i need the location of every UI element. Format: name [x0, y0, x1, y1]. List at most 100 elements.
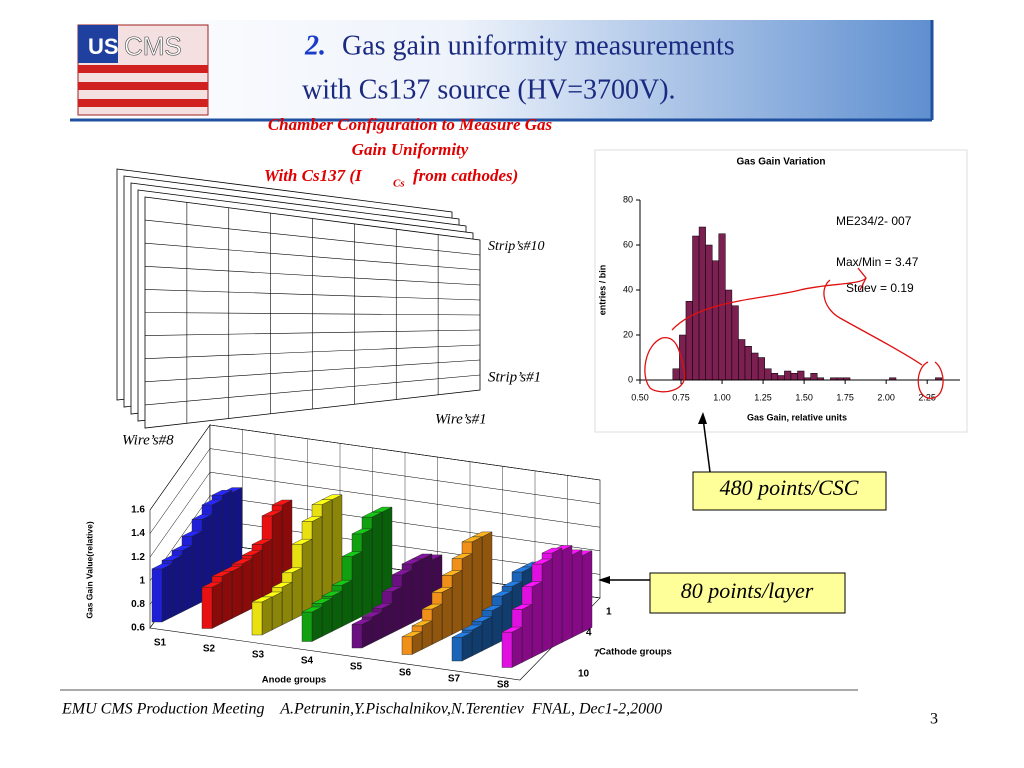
x-tick-label: S3: [252, 650, 265, 661]
y-tick-label: 1.6: [131, 505, 145, 516]
bar-top: [261, 510, 283, 517]
histogram-bar: [810, 373, 818, 381]
histogram-bar: [751, 352, 759, 381]
bar-top: [201, 582, 223, 588]
diagram-label: Wire’s#1: [435, 411, 487, 427]
arrow-head: [698, 412, 707, 424]
y-axis-label: Gas Gain Value(relative): [84, 521, 94, 618]
header-number: 2.: [304, 30, 326, 61]
bar-side: [311, 606, 323, 642]
logo-text: US: [88, 34, 119, 59]
bar-top: [521, 581, 543, 587]
bar-top: [401, 631, 423, 637]
bar-top: [211, 571, 233, 577]
logo-stripe: [78, 82, 208, 90]
bar-top: [281, 567, 303, 573]
bar-side: [371, 511, 383, 612]
bar-side: [241, 558, 253, 614]
x-tick-label: 0.50: [631, 392, 649, 402]
histogram-bar: [757, 357, 765, 381]
bar-top: [371, 603, 393, 609]
bar-top: [271, 582, 293, 588]
callout-text: 480 points/CSC: [720, 475, 859, 500]
bar-top: [311, 499, 333, 505]
bar-side: [261, 596, 273, 636]
y-tick-label: 0.8: [131, 599, 145, 610]
bar-top: [361, 511, 383, 518]
bar-side: [521, 604, 533, 663]
callout-text: 80 points/layer: [681, 578, 814, 603]
hand-curve: [644, 267, 867, 393]
diagram-caption: Gain Uniformity: [352, 140, 469, 159]
annotation: ME234/2- 007: [836, 214, 912, 228]
footer-text: EMU CMS Production Meeting A.Petrunin,Y.…: [61, 701, 662, 718]
y-tick-label: 80: [623, 194, 633, 204]
bar-side: [451, 570, 463, 635]
x-tick-label: 1.75: [836, 392, 854, 402]
hand-curve: [823, 279, 944, 399]
bar-front: [151, 568, 163, 623]
bar-front: [401, 636, 413, 655]
histogram-bar: [744, 346, 752, 381]
bar-top: [271, 499, 293, 506]
header-band: [70, 20, 932, 120]
bar-side: [341, 579, 353, 627]
bar-side: [311, 516, 323, 611]
arrow-head: [598, 576, 610, 584]
strip-line: [144, 289, 481, 301]
histogram-bar: [797, 370, 805, 381]
bar-top: [451, 632, 473, 638]
bar-top: [351, 528, 373, 535]
histogram-bar: [790, 373, 798, 381]
histogram-bar: [692, 235, 700, 381]
bar-side: [231, 565, 243, 619]
z-axis-label: Cathode groups: [599, 647, 672, 658]
bar-top: [341, 551, 363, 557]
bar-front: [201, 587, 213, 629]
depth-tick-label: 4: [586, 628, 592, 639]
callout-box: [692, 471, 887, 511]
bar-top: [191, 514, 213, 520]
bar-top: [391, 569, 413, 576]
histogram-bar: [738, 339, 746, 381]
bar-side: [321, 499, 333, 606]
chart-title: Gas Gain Variation: [737, 157, 826, 168]
bar-top: [541, 547, 563, 554]
bar-side: [351, 551, 363, 622]
bar-top: [361, 611, 383, 618]
y-tick-label: 1.2: [131, 552, 145, 563]
bar-front: [451, 637, 463, 662]
annotation: Stdev = 0.19: [846, 281, 914, 295]
histogram-bar: [698, 226, 706, 381]
x-tick-label: S4: [301, 656, 314, 667]
bar-side: [291, 567, 303, 621]
bar-front: [301, 611, 313, 642]
strip-line: [144, 359, 481, 383]
x-tick-label: S7: [448, 674, 461, 685]
bar-top: [431, 587, 453, 593]
bar-side: [441, 586, 453, 640]
bar-side: [571, 549, 583, 638]
y-tick-label: 0: [628, 374, 633, 384]
y-axis-label: entries / bin: [597, 265, 607, 316]
bar-side: [551, 547, 563, 648]
histogram-frame: [594, 149, 968, 433]
callout-arrow: [702, 417, 711, 473]
bar-top: [351, 619, 373, 625]
bar-top: [411, 620, 433, 627]
grid-line: [209, 424, 601, 481]
bar-top: [531, 558, 553, 565]
bar-top: [331, 580, 353, 586]
bar-side: [161, 563, 173, 623]
callout-box: [649, 572, 846, 614]
depth-tick-label: 1: [606, 607, 612, 618]
bar-top: [511, 604, 533, 610]
bar-top: [471, 616, 493, 622]
strip-line: [144, 312, 481, 316]
grid-line: [209, 448, 601, 504]
grid-line: [149, 472, 211, 558]
histogram-bar: [784, 370, 792, 381]
strip-line: [144, 374, 481, 406]
bar-top: [301, 606, 323, 613]
header-title: with Cs137 source (HV=3700V).: [302, 74, 676, 105]
